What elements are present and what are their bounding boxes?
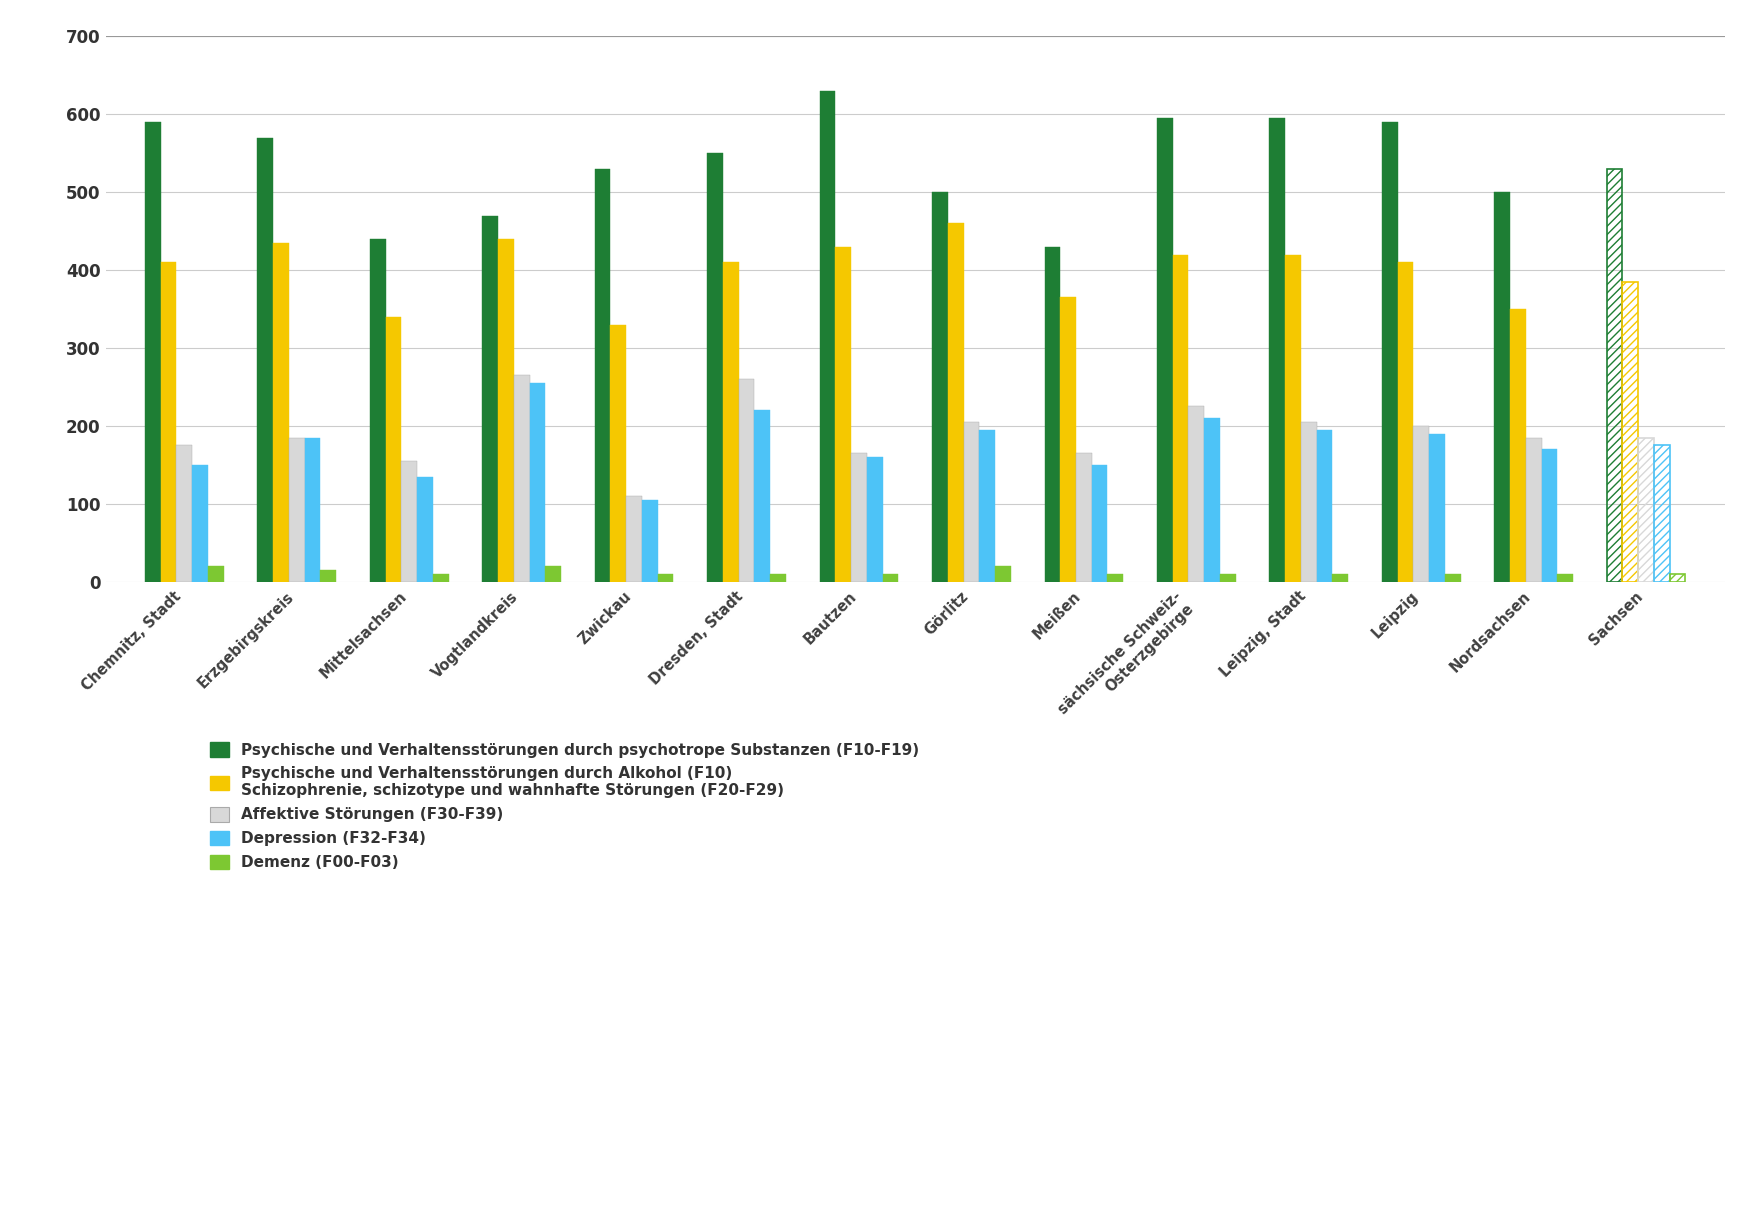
Bar	[642, 499, 658, 582]
Bar	[979, 430, 994, 582]
Bar	[385, 316, 401, 582]
Bar	[1285, 255, 1301, 582]
Bar	[1429, 434, 1445, 582]
Bar	[1623, 282, 1639, 582]
Bar	[1607, 168, 1623, 582]
Bar	[160, 262, 176, 582]
Bar	[1172, 255, 1188, 582]
Bar	[1413, 425, 1429, 582]
Bar	[708, 153, 723, 582]
Bar	[882, 574, 898, 582]
Bar	[836, 247, 852, 582]
Bar	[1494, 193, 1510, 582]
Bar	[401, 461, 417, 582]
Bar	[933, 193, 949, 582]
Bar	[530, 383, 546, 582]
Bar	[852, 453, 868, 582]
Bar	[498, 239, 514, 582]
Bar	[1091, 465, 1107, 582]
Bar	[433, 574, 449, 582]
Bar	[1542, 450, 1558, 582]
Bar	[417, 476, 433, 582]
Bar	[1075, 453, 1091, 582]
Bar	[304, 438, 320, 582]
Bar	[1060, 297, 1075, 582]
Bar	[1670, 574, 1686, 582]
Bar	[627, 496, 642, 582]
Bar	[176, 446, 192, 582]
Bar	[723, 262, 739, 582]
Bar	[1220, 574, 1236, 582]
Legend: Psychische und Verhaltensstörungen durch psychotrope Substanzen (F10-F19), Psych: Psychische und Verhaltensstörungen durch…	[211, 742, 919, 870]
Bar	[273, 242, 289, 582]
Bar	[739, 379, 755, 582]
Bar	[963, 422, 979, 582]
Bar	[1301, 422, 1316, 582]
Bar	[1332, 574, 1348, 582]
Bar	[1316, 430, 1332, 582]
Bar	[1044, 247, 1060, 582]
Bar	[994, 566, 1010, 582]
Bar	[208, 566, 224, 582]
Bar	[771, 574, 787, 582]
Bar	[1654, 446, 1670, 582]
Bar	[1156, 119, 1172, 582]
Bar	[144, 122, 160, 582]
Bar	[755, 411, 771, 582]
Bar	[820, 91, 836, 582]
Bar	[1639, 438, 1654, 582]
Bar	[1558, 574, 1573, 582]
Bar	[595, 168, 611, 582]
Bar	[1107, 574, 1123, 582]
Bar	[1397, 262, 1413, 582]
Bar	[1510, 309, 1526, 582]
Bar	[658, 574, 674, 582]
Bar	[1526, 438, 1542, 582]
Bar	[1204, 418, 1220, 582]
Bar	[546, 566, 561, 582]
Bar	[370, 239, 385, 582]
Bar	[611, 325, 627, 582]
Bar	[1269, 119, 1285, 582]
Bar	[1188, 406, 1204, 582]
Bar	[1382, 122, 1397, 582]
Bar	[192, 465, 208, 582]
Bar	[514, 376, 530, 582]
Bar	[949, 223, 963, 582]
Bar	[257, 138, 273, 582]
Bar	[868, 457, 882, 582]
Bar	[482, 216, 498, 582]
Bar	[289, 438, 304, 582]
Bar	[1445, 574, 1461, 582]
Bar	[320, 570, 336, 582]
